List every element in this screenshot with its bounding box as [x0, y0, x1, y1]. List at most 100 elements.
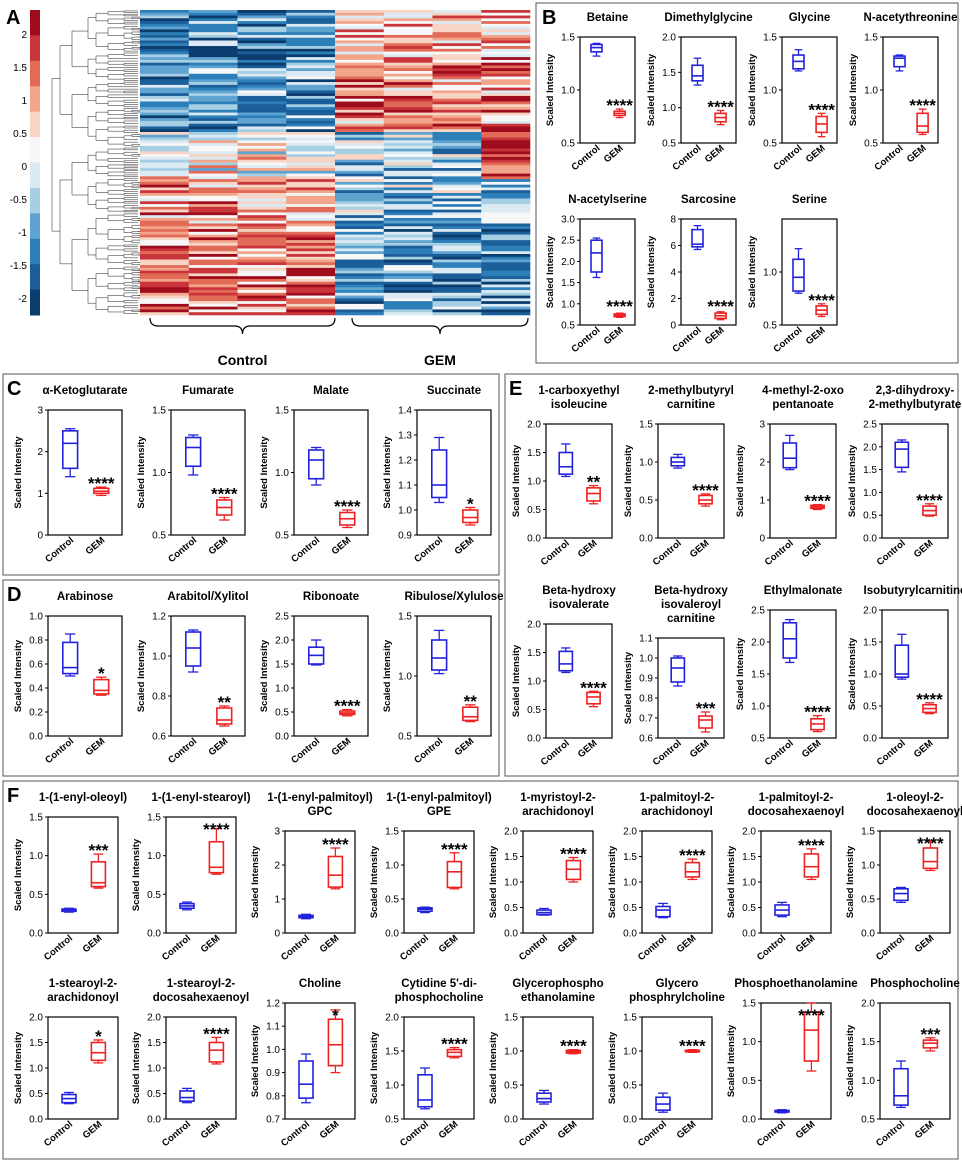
y-tick-label: 3 — [759, 420, 765, 431]
heatmap-cell — [481, 101, 531, 105]
y-tick-label: 1.5 — [561, 33, 575, 44]
heatmap-cell — [383, 162, 433, 166]
subplot-title: 1-palmitoyl-2- — [759, 792, 834, 804]
heatmap-cell — [188, 93, 238, 97]
significance-marker: **** — [916, 491, 943, 510]
heatmap-cell — [335, 62, 385, 66]
heatmap-cell — [481, 79, 531, 83]
heatmap-cell — [335, 65, 385, 69]
heatmap-cell — [188, 306, 238, 310]
heatmap-cell — [335, 162, 385, 166]
y-tick-label: 1.5 — [527, 448, 541, 459]
heatmap-cell — [140, 84, 190, 88]
x-tick-label: GEM — [912, 738, 936, 760]
heatmap-cell — [188, 126, 238, 130]
y-axis-label: Scaled Intensity — [747, 53, 758, 126]
heatmap-cell — [286, 62, 336, 66]
heatmap-cell — [237, 46, 287, 50]
heatmap-cell — [335, 145, 385, 149]
plot-frame — [579, 36, 636, 144]
y-tick-label: 1.0 — [147, 851, 161, 862]
heatmap-cell — [188, 198, 238, 202]
heatmap-cell — [188, 68, 238, 72]
heatmap-cell — [432, 132, 482, 136]
plot-frame — [416, 409, 492, 536]
heatmap-cell — [286, 265, 336, 269]
heatmap-cell — [335, 181, 385, 185]
heatmap-cell — [286, 209, 336, 213]
x-tick-label: GEM — [804, 143, 828, 165]
heatmap-cell — [237, 184, 287, 188]
box — [462, 509, 479, 524]
significance-marker: *** — [88, 841, 108, 860]
heatmap-cell — [432, 76, 482, 80]
heatmap-cell — [481, 284, 531, 288]
y-tick-label: 1.0 — [527, 477, 541, 488]
heatmap-cell — [481, 15, 531, 19]
heatmap-cell — [432, 37, 482, 41]
y-tick-label: 0.5 — [385, 895, 399, 906]
y-axis-label: Scaled Intensity — [845, 845, 856, 918]
subplot-title: Glycine — [789, 12, 831, 24]
heatmap-cell — [237, 154, 287, 158]
heatmap-cell — [481, 306, 531, 310]
heatmap-cell — [286, 303, 336, 307]
subplot-title: phosphrylcholine — [629, 992, 725, 1004]
y-tick-label: 0.0 — [742, 1115, 756, 1126]
heatmap-cell — [432, 248, 482, 252]
heatmap-cell — [188, 217, 238, 222]
y-tick-label: 1.5 — [662, 68, 676, 79]
heatmap-cell — [432, 115, 482, 119]
heatmap-cell — [237, 204, 287, 208]
y-tick-label: 2.0 — [861, 999, 875, 1010]
heatmap-cell — [140, 126, 190, 130]
heatmap-cell — [481, 209, 531, 213]
plot-frame — [403, 1016, 475, 1120]
plot-frame — [47, 409, 123, 536]
heatmap-cell — [237, 201, 287, 205]
heatmap-cell — [286, 212, 336, 216]
subplot-title: docosahexaenoyl — [748, 806, 845, 818]
heatmap-cell — [188, 231, 238, 235]
subplot-title: 2-methylbutyryl — [648, 385, 734, 397]
box — [327, 1018, 344, 1067]
heatmap-cell — [140, 190, 190, 194]
heatmap-cell — [335, 231, 385, 235]
y-tick-label: 0.9 — [398, 531, 412, 542]
heatmap-cell — [286, 109, 336, 113]
heatmap-cell — [140, 240, 190, 244]
heatmap-cell — [188, 292, 238, 296]
heatmap-cell — [237, 237, 287, 241]
colorbar-tick-label: -2 — [18, 294, 27, 305]
heatmap-cell — [286, 306, 336, 310]
heatmap-cell — [188, 84, 238, 88]
heatmap-cell — [335, 303, 385, 307]
heatmap-cell — [140, 137, 190, 141]
heatmap-cell — [335, 276, 385, 280]
subplot: Arabinose 0.0 0.2 0.4 0.6 0.8 1.0 Scaled Intens… — [13, 591, 123, 766]
heatmap-cell — [481, 176, 531, 180]
x-tick-label: GEM — [675, 1119, 699, 1141]
y-tick-label: 1.5 — [623, 852, 637, 863]
heatmap-cell — [286, 170, 336, 174]
box — [185, 436, 202, 468]
heatmap-cell — [188, 242, 238, 246]
heatmap-cell — [383, 168, 433, 172]
y-tick-label: 1.0 — [398, 672, 412, 683]
box — [61, 641, 79, 675]
heatmap-cell — [335, 312, 385, 316]
heatmap-cell — [188, 62, 238, 66]
subplot: 1-palmitoyl-2- arachidonoyl 0.0 0.5 1.0 1.5 2.… — [607, 792, 715, 963]
y-tick-label: 2.0 — [527, 620, 541, 631]
heatmap-cell — [335, 12, 385, 16]
heatmap-cell — [188, 71, 238, 75]
heatmap-cell — [188, 21, 238, 25]
y-tick-label: 0.5 — [504, 903, 518, 914]
heatmap-cell — [335, 148, 385, 152]
x-tick-label: GEM — [913, 1119, 937, 1141]
heatmap-cell — [188, 270, 238, 274]
heatmap-cell — [432, 120, 482, 124]
heatmap-cell — [432, 301, 482, 305]
heatmap-cell — [335, 206, 385, 210]
subplot-title: Glycero — [656, 978, 699, 990]
